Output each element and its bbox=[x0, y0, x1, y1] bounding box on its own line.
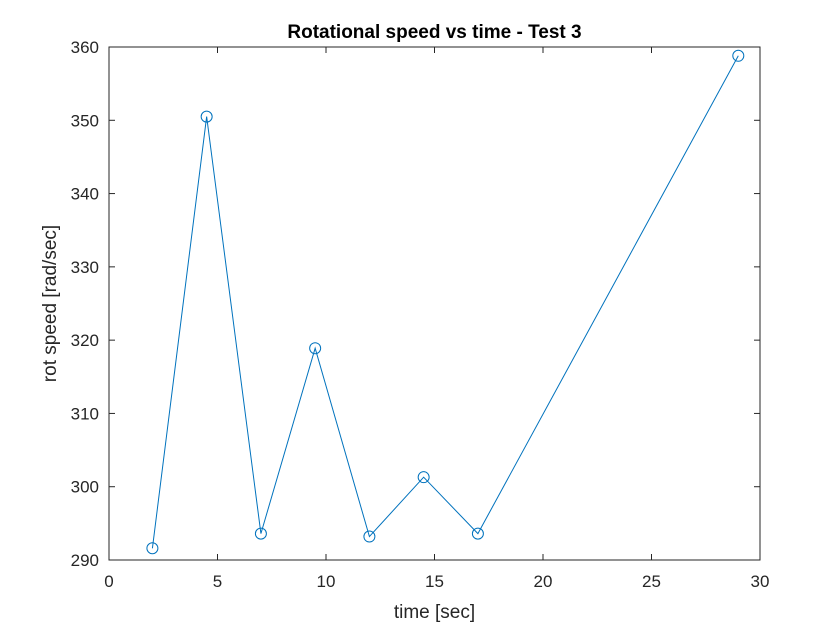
y-tick-label: 300 bbox=[71, 478, 99, 497]
data-point-marker bbox=[254, 527, 267, 540]
x-axis-label: time [sec] bbox=[394, 602, 475, 623]
data-point-marker bbox=[471, 527, 484, 540]
x-tick-label: 0 bbox=[104, 572, 113, 591]
data-point-marker bbox=[417, 471, 430, 484]
tick-labels: 0 5 10 15 20 25 30 290 300 310 320 330 340 350 360 bbox=[71, 38, 770, 591]
x-tick-label: 5 bbox=[213, 572, 222, 591]
chart-title: Rotational speed vs time - Test 3 bbox=[287, 22, 581, 43]
y-tick-label: 350 bbox=[71, 111, 99, 130]
series-line bbox=[151, 55, 739, 549]
x-tick-label: 15 bbox=[425, 572, 444, 591]
x-tick-label: 10 bbox=[317, 572, 336, 591]
y-tick-label: 340 bbox=[71, 185, 99, 204]
data-point-marker bbox=[363, 530, 376, 543]
y-tick-label: 320 bbox=[71, 331, 99, 350]
data-point-marker bbox=[146, 542, 159, 555]
plot-area bbox=[109, 47, 760, 560]
x-tick-label: 30 bbox=[751, 572, 770, 591]
y-tick-label: 360 bbox=[71, 38, 99, 57]
data-point-marker bbox=[309, 342, 322, 355]
x-tick-label: 25 bbox=[642, 572, 661, 591]
data-point-marker bbox=[732, 49, 745, 62]
plot-frame bbox=[108, 46, 761, 561]
data-point-marker bbox=[200, 110, 213, 123]
y-tick-label: 310 bbox=[71, 404, 99, 423]
y-tick-label: 330 bbox=[71, 258, 99, 277]
series-layer bbox=[146, 49, 745, 555]
x-tick-label: 20 bbox=[534, 572, 553, 591]
y-axis-label: rot speed [rad/sec] bbox=[40, 225, 61, 382]
y-tick-label: 290 bbox=[71, 551, 99, 570]
